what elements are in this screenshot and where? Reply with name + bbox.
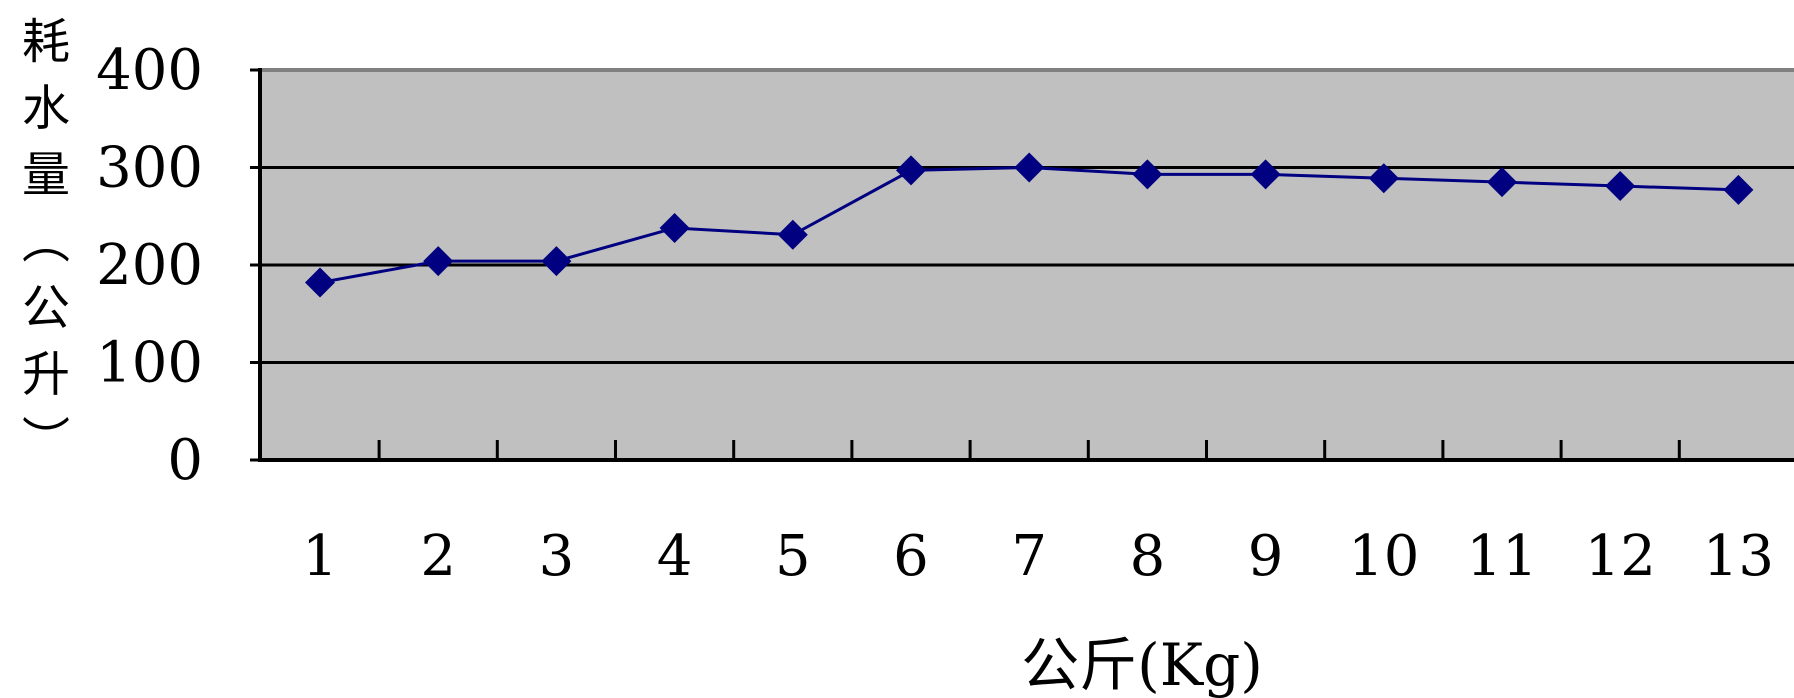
x-tick-label-2: 2 bbox=[420, 524, 456, 589]
y-tick-label-100: 100 bbox=[96, 331, 203, 396]
data-point-8 bbox=[1132, 159, 1163, 190]
y-axis-label-char-3: ︵ bbox=[22, 214, 70, 270]
x-tick-label-12: 12 bbox=[1585, 524, 1656, 589]
y-tick-label-0: 0 bbox=[167, 428, 203, 493]
x-tick-label-6: 6 bbox=[893, 524, 929, 589]
y-axis-label-char-4: 公 bbox=[22, 280, 70, 336]
x-tick-label-1: 1 bbox=[302, 524, 338, 589]
axes bbox=[250, 68, 1794, 462]
data-point-1 bbox=[305, 267, 335, 298]
data-point-7 bbox=[1014, 152, 1045, 183]
data-point-3 bbox=[541, 246, 572, 277]
data-point-4 bbox=[659, 212, 690, 243]
x-tick-label-8: 8 bbox=[1130, 524, 1166, 589]
series bbox=[305, 152, 1754, 298]
x-tick-label-4: 4 bbox=[657, 524, 693, 589]
x-tick-label-9: 9 bbox=[1248, 524, 1284, 589]
x-axis-label: 公斤(Kg) bbox=[1021, 631, 1263, 698]
y-tick-label-400: 400 bbox=[96, 38, 203, 103]
data-point-5 bbox=[777, 219, 808, 250]
y-tick-label-300: 300 bbox=[96, 136, 203, 201]
y-axis-label-char-6: ︶ bbox=[22, 413, 70, 469]
data-point-10 bbox=[1368, 163, 1399, 194]
x-tick-label-13: 13 bbox=[1703, 524, 1774, 589]
data-point-13 bbox=[1723, 174, 1754, 205]
data-point-12 bbox=[1605, 171, 1636, 202]
y-axis-label-char-1: 水 bbox=[22, 81, 70, 137]
y-axis-label: 耗水量 ︵ 公升 ︶ bbox=[22, 14, 70, 469]
y-axis-label-char-0: 耗 bbox=[22, 14, 70, 70]
x-tick-label-5: 5 bbox=[775, 524, 811, 589]
data-point-2 bbox=[423, 246, 454, 277]
data-point-6 bbox=[896, 155, 926, 186]
x-tick-label-7: 7 bbox=[1011, 524, 1047, 589]
y-axis-label-char-5: 升 bbox=[22, 347, 70, 403]
data-point-11 bbox=[1487, 167, 1517, 198]
data-point-9 bbox=[1250, 159, 1281, 190]
y-tick-labels: 0 100 200 300 400 bbox=[96, 38, 203, 493]
x-tick-label-10: 10 bbox=[1348, 524, 1419, 589]
y-tick-label-200: 200 bbox=[96, 233, 203, 298]
x-tick-label-3: 3 bbox=[539, 524, 575, 589]
x-tick-label-11: 11 bbox=[1466, 524, 1537, 589]
x-tick-labels: 1 2 3 4 5 6 7 8 9 10 11 12 13 bbox=[302, 524, 1774, 589]
y-axis-label-char-2: 量 bbox=[22, 147, 70, 203]
